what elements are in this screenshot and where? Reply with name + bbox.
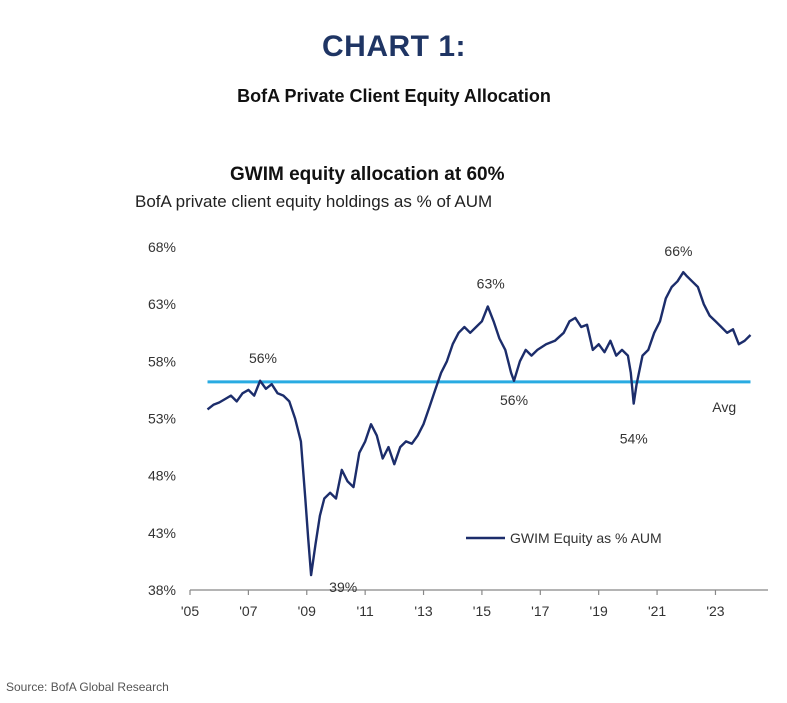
annotation-label: 54% (620, 431, 648, 447)
y-tick-label: 58% (148, 353, 176, 369)
x-axis: '05 '07 '09 '11 '13 '15 '17 '19 '21 '23 (181, 589, 768, 619)
y-tick-label: 63% (148, 296, 176, 312)
y-tick-label: 43% (148, 525, 176, 541)
y-tick-label: 48% (148, 468, 176, 484)
average-label: Avg (712, 399, 736, 415)
chart-name-heading: BofA Private Client Equity Allocation (237, 86, 551, 106)
x-tick-label: '17 (531, 603, 549, 619)
annotation-label: 56% (500, 392, 528, 408)
x-tick-label: '07 (239, 603, 257, 619)
x-tick-label: '23 (706, 603, 724, 619)
x-tick-label: '11 (357, 603, 374, 619)
annotations-group: 56% 39% 63% 56% 54% 66% (249, 243, 692, 595)
x-tick-label: '15 (473, 603, 491, 619)
average-line-group: Avg (207, 380, 751, 415)
chart-number-heading: CHART 1: (322, 30, 466, 63)
x-tick-label: '21 (648, 603, 666, 619)
x-tick-label: '13 (414, 603, 432, 619)
y-tick-label: 68% (148, 239, 176, 255)
annotation-label: 56% (249, 350, 277, 366)
chart-title: GWIM equity allocation at 60% (230, 164, 505, 185)
y-tick-label: 53% (148, 411, 176, 427)
legend-label: GWIM Equity as % AUM (510, 530, 662, 546)
legend: GWIM Equity as % AUM (466, 530, 662, 546)
x-tick-label: '19 (590, 603, 608, 619)
series-line (206, 271, 752, 577)
series-group (206, 271, 752, 577)
annotation-label: 39% (329, 579, 357, 595)
y-tick-label: 38% (148, 582, 176, 598)
annotation-label: 63% (477, 275, 505, 291)
x-tick-label: '05 (181, 603, 199, 619)
annotation-label: 66% (664, 243, 692, 259)
source-note: Source: BofA Global Research (6, 680, 169, 694)
x-tick-label: '09 (298, 603, 316, 619)
y-axis: 38% 43% 48% 53% 58% 63% 68% (148, 239, 176, 598)
chart-subtitle: BofA private client equity holdings as %… (135, 192, 493, 211)
